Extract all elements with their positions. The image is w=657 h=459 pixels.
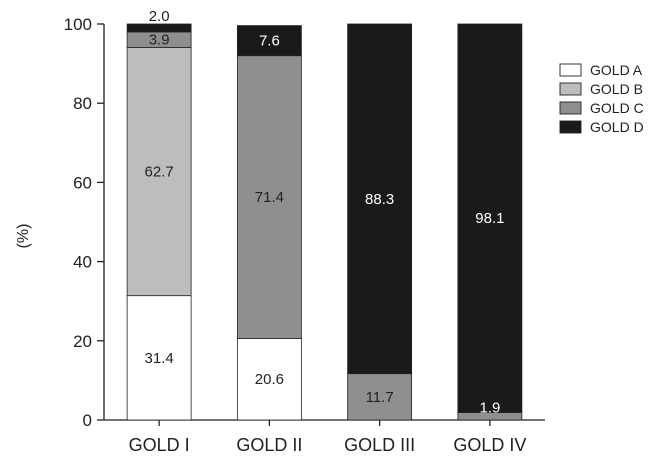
axes: 0 20 40 60 80 100 GOLD I GOLD II GOLD III GOLD IV — [64, 15, 545, 455]
data-label-gold-iii-gold-c: 11.7 — [366, 389, 394, 406]
bar-gold-ii-gold-c — [236, 55, 302, 339]
legend-label-gold-d: GOLD D — [590, 119, 644, 135]
x-tick-label-gold-ii: GOLD II — [236, 435, 302, 455]
data-label-gold-i-gold-c: 3.9 — [149, 32, 170, 49]
data-label-gold-iv-gold-d: 98.1 — [475, 210, 504, 227]
y-axis-label: (%) — [15, 224, 32, 249]
x-tick-label-gold-i: GOLD I — [129, 435, 190, 455]
data-label-gold-iii-gold-d: 88.3 — [365, 191, 394, 208]
data-labels: 31.4 62.7 3.9 2.0 20.6 71.4 7.6 11.7 88.3 1.9 98.1 — [145, 8, 505, 416]
bar-gold-ii-gold-d — [236, 25, 302, 57]
legend-label-gold-b: GOLD B — [590, 81, 643, 97]
legend-label-gold-c: GOLD C — [590, 100, 644, 116]
legend: GOLD A GOLD B GOLD C GOLD D — [559, 62, 644, 135]
data-label-gold-ii-gold-c: 71.4 — [255, 189, 284, 206]
bar-gold-i-gold-a — [126, 295, 192, 421]
y-tick-label-80: 80 — [73, 94, 92, 113]
data-label-gold-i-gold-d: 2.0 — [149, 8, 170, 25]
data-label-gold-ii-gold-d: 7.6 — [259, 33, 280, 50]
y-tick-label-0: 0 — [83, 411, 92, 430]
bar-gold-iii-gold-d — [347, 23, 413, 375]
bar-gold-iii-gold-c — [347, 373, 413, 421]
legend-swatch-gold-c — [559, 101, 582, 115]
x-tick-label-gold-iii: GOLD III — [344, 435, 415, 455]
bars — [126, 23, 523, 421]
bar-gold-i-gold-d — [126, 23, 192, 33]
y-tick-label-20: 20 — [73, 332, 92, 351]
legend-label-gold-a: GOLD A — [590, 62, 643, 78]
data-label-gold-i-gold-b: 62.7 — [145, 164, 174, 181]
bar-gold-iv-gold-d — [457, 23, 523, 413]
legend-swatch-gold-b — [559, 82, 582, 96]
y-tick-label-60: 60 — [73, 173, 92, 192]
legend-swatch-gold-d — [559, 120, 582, 134]
x-tick-label-gold-iv: GOLD IV — [453, 435, 526, 455]
bar-gold-ii-gold-a — [236, 338, 302, 421]
y-tick-label-100: 100 — [64, 15, 92, 34]
data-label-gold-ii-gold-a: 20.6 — [255, 371, 284, 388]
data-label-gold-i-gold-a: 31.4 — [145, 350, 174, 367]
y-tick-label-40: 40 — [73, 253, 92, 272]
bar-gold-i-gold-b — [126, 46, 192, 297]
legend-swatch-gold-a — [559, 63, 582, 77]
data-label-gold-iv-gold-c: 1.9 — [479, 399, 500, 416]
